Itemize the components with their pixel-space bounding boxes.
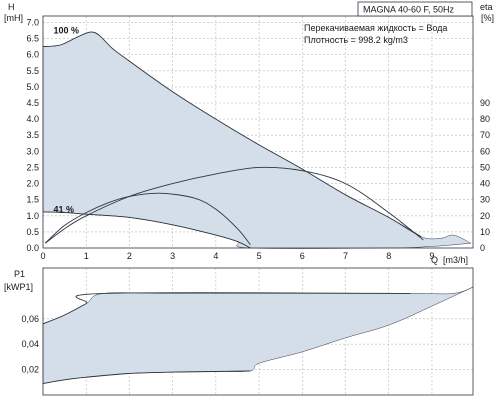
y-tick-label: 5.0 — [26, 82, 39, 92]
eta-tick-label: 20 — [480, 211, 490, 221]
x-tick-label: 8 — [386, 251, 391, 261]
pump-label: MAGNA 40-60 F, 50Hz — [363, 5, 455, 15]
y-tick-label: 6.0 — [26, 50, 39, 60]
power-series-0 — [42, 292, 411, 325]
power-series-1 — [42, 370, 251, 385]
head-efficiency-curves — [42, 31, 424, 249]
density-label: Плотность = 998.2 kg/m3 — [304, 35, 408, 45]
y-tick-label: 1.0 — [26, 211, 39, 221]
x-tick-label: 1 — [84, 251, 89, 261]
x-tick-label: 3 — [170, 251, 175, 261]
power-y-tick-labels: 0,02 0,04 0,06 — [21, 314, 39, 375]
curve-series-0 — [42, 31, 422, 238]
head-axis-label: H — [8, 2, 15, 12]
y-tick-label: 2.0 — [26, 179, 39, 189]
x-tick-label: 9 — [429, 251, 434, 261]
head-axis-unit: [mH] — [4, 13, 23, 23]
curve-series-2 — [44, 166, 424, 244]
x-tick-label: 4 — [213, 251, 218, 261]
eta-tick-label: 40 — [480, 179, 490, 189]
eta-tick-label: 60 — [480, 146, 490, 156]
eta-axis-unit: [%] — [481, 13, 494, 23]
eta-tick-label: 70 — [480, 130, 490, 140]
y-tick-label: 0.0 — [26, 243, 39, 253]
pump-label-box — [357, 1, 473, 17]
y-tick-label: 3.5 — [26, 130, 39, 140]
eta-tick-label: 30 — [480, 195, 490, 205]
eta-tick-label: 50 — [480, 162, 490, 172]
eta-tick-label: 10 — [480, 227, 490, 237]
x-tick-label: 7 — [343, 251, 348, 261]
eta-y-tick-labels: 0 10 20 30 40 50 60 70 80 90 — [480, 98, 490, 253]
speed-annotation: 41 % — [53, 204, 74, 214]
y-tick-label: 4.0 — [26, 114, 39, 124]
y-tick-label: 7.0 — [26, 17, 39, 27]
y-tick-label: 0.5 — [26, 227, 39, 237]
curve-series-1 — [42, 211, 251, 249]
eta-tick-label: 0 — [480, 243, 485, 253]
eta-tick-label: 80 — [480, 114, 490, 124]
power-tick-label: 0,02 — [21, 365, 39, 375]
y-tick-label: 6.5 — [26, 34, 39, 44]
y-tick-label: 2.5 — [26, 162, 39, 172]
speed-annotation: 100 % — [53, 26, 79, 36]
power-plot-frame — [42, 267, 474, 396]
x-tick-label: 6 — [300, 251, 305, 261]
y-tick-label: 4.5 — [26, 98, 39, 108]
eta-axis-label: eta — [480, 2, 493, 12]
power-chart: 0,02 0,04 0,06 P1 [kWP1] — [4, 267, 474, 396]
power-axis-label: P1 — [14, 269, 25, 279]
x-tick-label: 0 — [40, 251, 45, 261]
head-y-tick-labels: 0.0 0.5 1.0 1.5 2.0 2.5 3.0 3.5 4.0 4.5 5.0 5.5 6.0 6… — [26, 17, 39, 253]
power-region-fill — [42, 286, 474, 384]
fluid-label: Перекачиваемая жидкость = Вода — [304, 23, 447, 33]
power-axis-unit: [kWP1] — [4, 282, 33, 292]
flow-axis-label: Q — [431, 255, 438, 265]
power-tick-label: 0,06 — [21, 314, 39, 324]
head-efficiency-chart: 0.0 0.5 1.0 1.5 2.0 2.5 3.0 3.5 4.0 4.5 5.0 5.5 6.0 6… — [4, 1, 494, 265]
y-tick-label: 3.0 — [26, 146, 39, 156]
speed-annotations: 100 % 41 % — [53, 26, 79, 215]
eta-tick-label: 90 — [480, 98, 490, 108]
y-tick-label: 5.5 — [26, 66, 39, 76]
operating-region-fill — [42, 31, 472, 249]
power-tick-label: 0,04 — [21, 339, 39, 349]
x-tick-label: 5 — [257, 251, 262, 261]
flow-x-tick-labels: 0 1 2 3 4 5 6 7 8 9 — [40, 251, 434, 261]
y-tick-label: 1.5 — [26, 195, 39, 205]
flow-axis-unit: [m3/h] — [443, 255, 468, 265]
power-curves — [42, 292, 411, 385]
x-tick-label: 2 — [127, 251, 132, 261]
head-plot-frame — [42, 15, 474, 249]
curve-series-3 — [44, 192, 251, 246]
